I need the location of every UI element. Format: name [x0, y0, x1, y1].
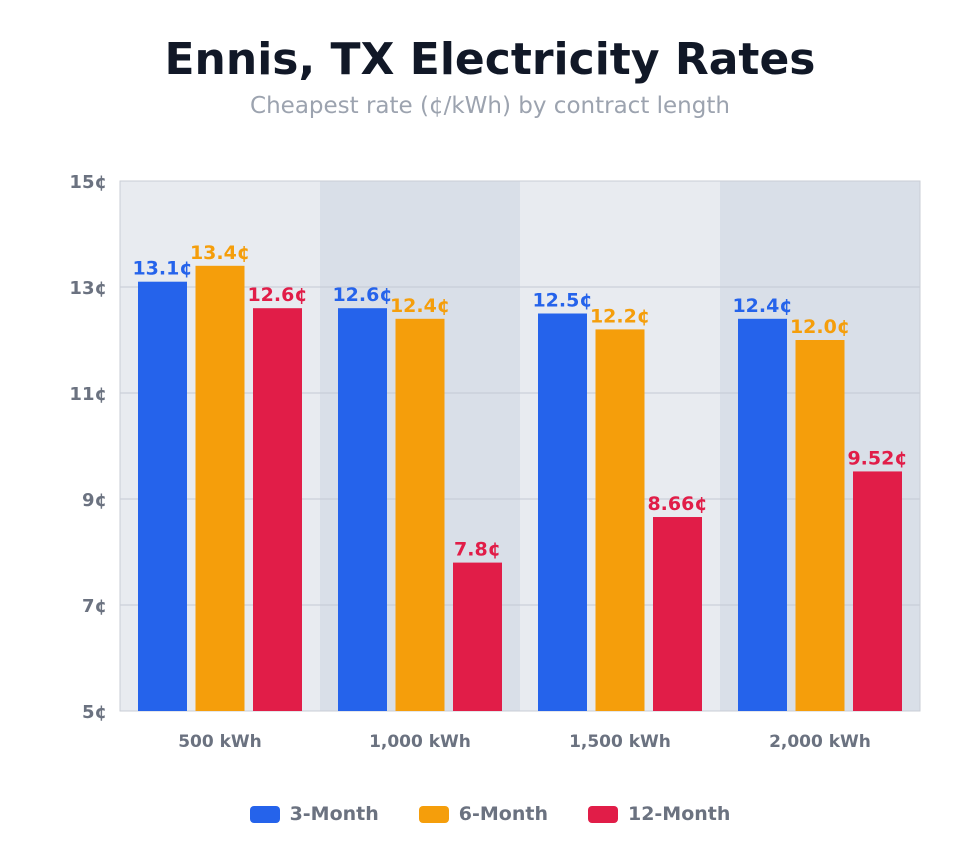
bar	[195, 265, 245, 711]
x-tick-label: 2,000 kWh	[769, 732, 871, 752]
data-label: 13.4¢	[190, 242, 250, 264]
legend-label-12-month: 12-Month	[627, 803, 731, 825]
legend-swatch-3-month	[249, 805, 280, 823]
y-tick-label: 15¢	[69, 172, 107, 193]
data-label: 13.1¢	[132, 258, 192, 280]
legend: 3-Month 6-Month 12-Month	[0, 803, 980, 825]
y-tick-label: 13¢	[69, 278, 107, 299]
data-label: 8.66¢	[647, 493, 707, 515]
legend-item-6-month: 6-Month	[418, 803, 548, 825]
bar	[453, 562, 502, 711]
chart-subtitle: Cheapest rate (¢/kWh) by contract length	[250, 93, 730, 119]
data-label: 12.6¢	[247, 284, 307, 306]
y-tick-label: 7¢	[82, 596, 107, 617]
data-label: 12.5¢	[532, 290, 592, 312]
x-tick-label: 1,500 kWh	[569, 732, 671, 752]
legend-label-3-month: 3-Month	[289, 803, 379, 825]
bar	[653, 517, 702, 711]
bar	[538, 313, 587, 711]
data-label: 12.4¢	[390, 295, 450, 317]
data-label: 7.8¢	[454, 539, 501, 561]
bar	[795, 340, 845, 711]
x-tick-label: 1,000 kWh	[369, 732, 471, 752]
data-label: 12.2¢	[590, 305, 650, 327]
plot-frame	[119, 180, 921, 712]
legend-item-3-month: 3-Month	[249, 803, 379, 825]
bar	[395, 318, 445, 711]
data-label: 9.52¢	[847, 447, 907, 469]
legend-item-12-month: 12-Month	[587, 803, 731, 825]
bar	[853, 471, 902, 711]
data-label: 12.0¢	[790, 316, 850, 338]
bar	[253, 308, 302, 711]
x-tick-label: 500 kWh	[178, 732, 262, 752]
legend-label-6-month: 6-Month	[458, 803, 548, 825]
bar	[138, 281, 187, 711]
legend-swatch-12-month	[587, 805, 618, 823]
y-tick-label: 9¢	[82, 490, 107, 511]
bar	[738, 318, 787, 711]
legend-swatch-6-month	[418, 805, 449, 823]
y-tick-label: 5¢	[82, 702, 107, 723]
y-tick-label: 11¢	[69, 384, 107, 405]
bar	[338, 308, 387, 711]
chart-title: Ennis, TX Electricity Rates	[164, 34, 816, 85]
data-label: 12.6¢	[332, 284, 392, 306]
data-label: 12.4¢	[732, 295, 792, 317]
bar	[595, 329, 645, 711]
